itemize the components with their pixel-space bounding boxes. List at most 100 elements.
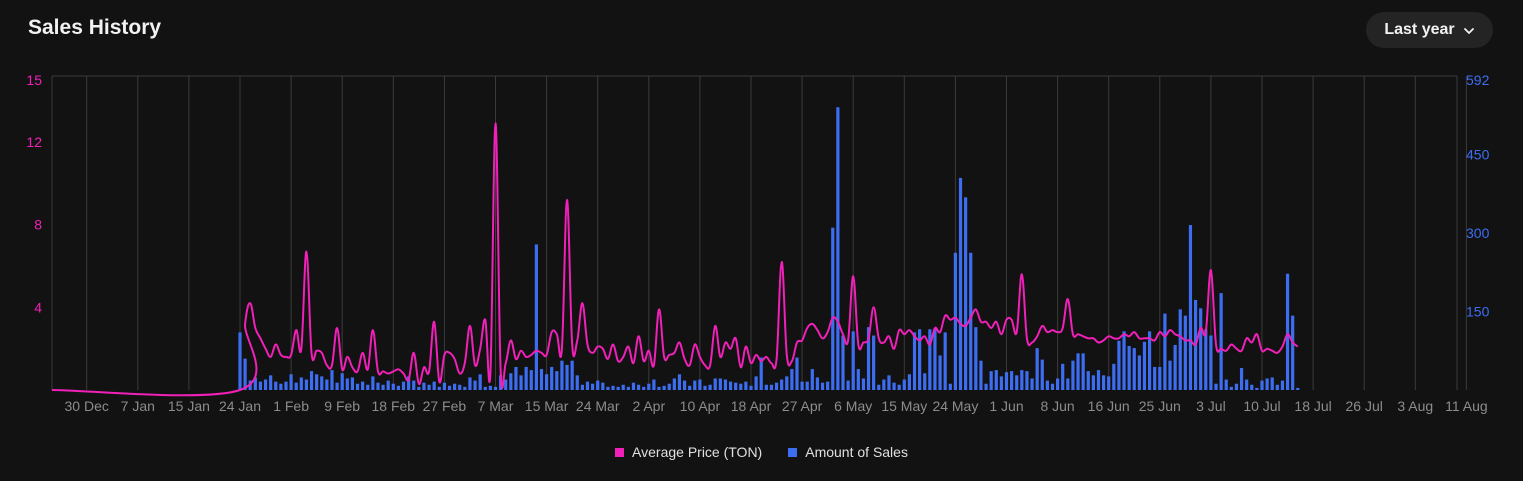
sales-bar	[928, 329, 932, 390]
legend-label-price: Average Price (TON)	[632, 444, 763, 460]
sales-bar	[688, 385, 692, 390]
sales-bar	[754, 376, 758, 390]
sales-bar	[667, 383, 671, 390]
sales-bar	[289, 374, 293, 390]
x-tick-label: 6 May	[834, 398, 872, 414]
sales-bar	[422, 382, 426, 390]
sales-bar	[504, 379, 508, 390]
sales-bar	[274, 381, 278, 390]
x-tick-label: 10 Jul	[1243, 398, 1280, 414]
sales-bar	[340, 373, 344, 390]
sales-bar	[478, 374, 482, 390]
sales-bar	[856, 369, 860, 390]
sales-bar	[682, 380, 687, 390]
sales-bar	[304, 379, 309, 390]
sales-bar	[800, 381, 804, 390]
sales-bar	[1132, 348, 1136, 390]
sales-bar	[907, 374, 912, 390]
x-tick-label: 18 Apr	[731, 398, 772, 414]
sales-bar	[330, 370, 334, 390]
x-tick-label: 15 Jan	[168, 398, 210, 414]
sales-bar	[396, 385, 401, 390]
sales-bar	[734, 382, 738, 390]
sales-bar	[1239, 368, 1244, 390]
sales-bar	[877, 384, 881, 390]
sales-bar	[1071, 360, 1075, 390]
legend-item-sales[interactable]: Amount of Sales	[788, 444, 908, 460]
sales-bar	[631, 382, 636, 390]
sales-bar	[933, 328, 937, 390]
y-right-tick-label: 150	[1466, 303, 1490, 319]
x-tick-label: 18 Jul	[1294, 398, 1331, 414]
sales-bar	[1091, 375, 1095, 390]
sales-bar	[238, 332, 242, 390]
sales-bar	[345, 378, 349, 390]
chart-legend: Average Price (TON) Amount of Sales	[0, 444, 1523, 460]
sales-bar	[534, 244, 538, 390]
sales-bar	[299, 377, 303, 390]
x-tick-label: 27 Apr	[782, 398, 823, 414]
x-tick-label: 7 Jan	[121, 398, 155, 414]
x-tick-label: 24 May	[932, 398, 978, 414]
x-tick-label: 24 Mar	[576, 398, 620, 414]
sales-bar	[693, 380, 697, 390]
sales-bar	[626, 386, 630, 390]
sales-bar	[1056, 378, 1060, 390]
sales-bar	[1158, 366, 1162, 390]
sales-bar	[483, 386, 487, 390]
x-tick-label: 30 Dec	[65, 398, 109, 414]
sales-bar	[974, 327, 978, 390]
sales-bar	[519, 375, 523, 390]
sales-bar	[473, 380, 477, 390]
sales-bar	[1137, 355, 1141, 390]
legend-label-sales: Amount of Sales	[805, 444, 908, 460]
sales-bar	[744, 381, 748, 390]
sales-bar	[585, 381, 590, 390]
x-tick-label: 11 Aug	[1445, 398, 1488, 414]
sales-bar	[1219, 293, 1223, 390]
sales-bar	[325, 379, 329, 390]
sales-bar	[366, 384, 370, 390]
sales-bar	[780, 379, 784, 390]
time-range-dropdown[interactable]: Last year	[1366, 12, 1493, 48]
sales-bar	[1081, 353, 1085, 390]
sales-bar	[1285, 273, 1290, 390]
sales-bar	[851, 331, 855, 390]
sales-bar	[785, 376, 789, 390]
sales-bar	[1214, 383, 1218, 390]
sales-bar	[1096, 370, 1101, 390]
sales-bar	[381, 384, 385, 390]
sales-bar	[1040, 359, 1044, 390]
sales-bar	[826, 381, 830, 390]
average-price-line	[51, 122, 1299, 397]
sales-bar	[458, 384, 462, 390]
x-tick-label: 1 Jun	[989, 398, 1023, 414]
sales-bar	[739, 383, 743, 390]
sales-bar	[621, 384, 625, 390]
sales-bar	[1209, 335, 1213, 390]
sales-bar	[1020, 370, 1024, 390]
x-tick-label: 24 Jan	[219, 398, 261, 414]
sales-bar	[1127, 346, 1131, 390]
sales-bar	[412, 380, 416, 390]
sales-bar	[463, 386, 467, 390]
sales-bar	[1142, 341, 1147, 390]
sales-bar	[1101, 375, 1106, 390]
sales-bar	[529, 370, 533, 390]
sales-bar	[509, 373, 513, 390]
sales-bar	[902, 379, 906, 390]
legend-item-price[interactable]: Average Price (TON)	[615, 444, 762, 460]
sales-bar	[1260, 380, 1264, 390]
sales-bar	[315, 374, 319, 390]
sales-bar	[468, 377, 472, 390]
sales-bar	[861, 378, 866, 390]
x-tick-label: 7 Mar	[478, 398, 514, 414]
sales-bar	[611, 385, 615, 390]
sales-bar	[590, 383, 595, 390]
chevron-down-icon	[1463, 24, 1475, 36]
sales-bar	[1188, 225, 1193, 390]
sales-bar	[320, 376, 324, 390]
sales-bar	[417, 386, 421, 390]
